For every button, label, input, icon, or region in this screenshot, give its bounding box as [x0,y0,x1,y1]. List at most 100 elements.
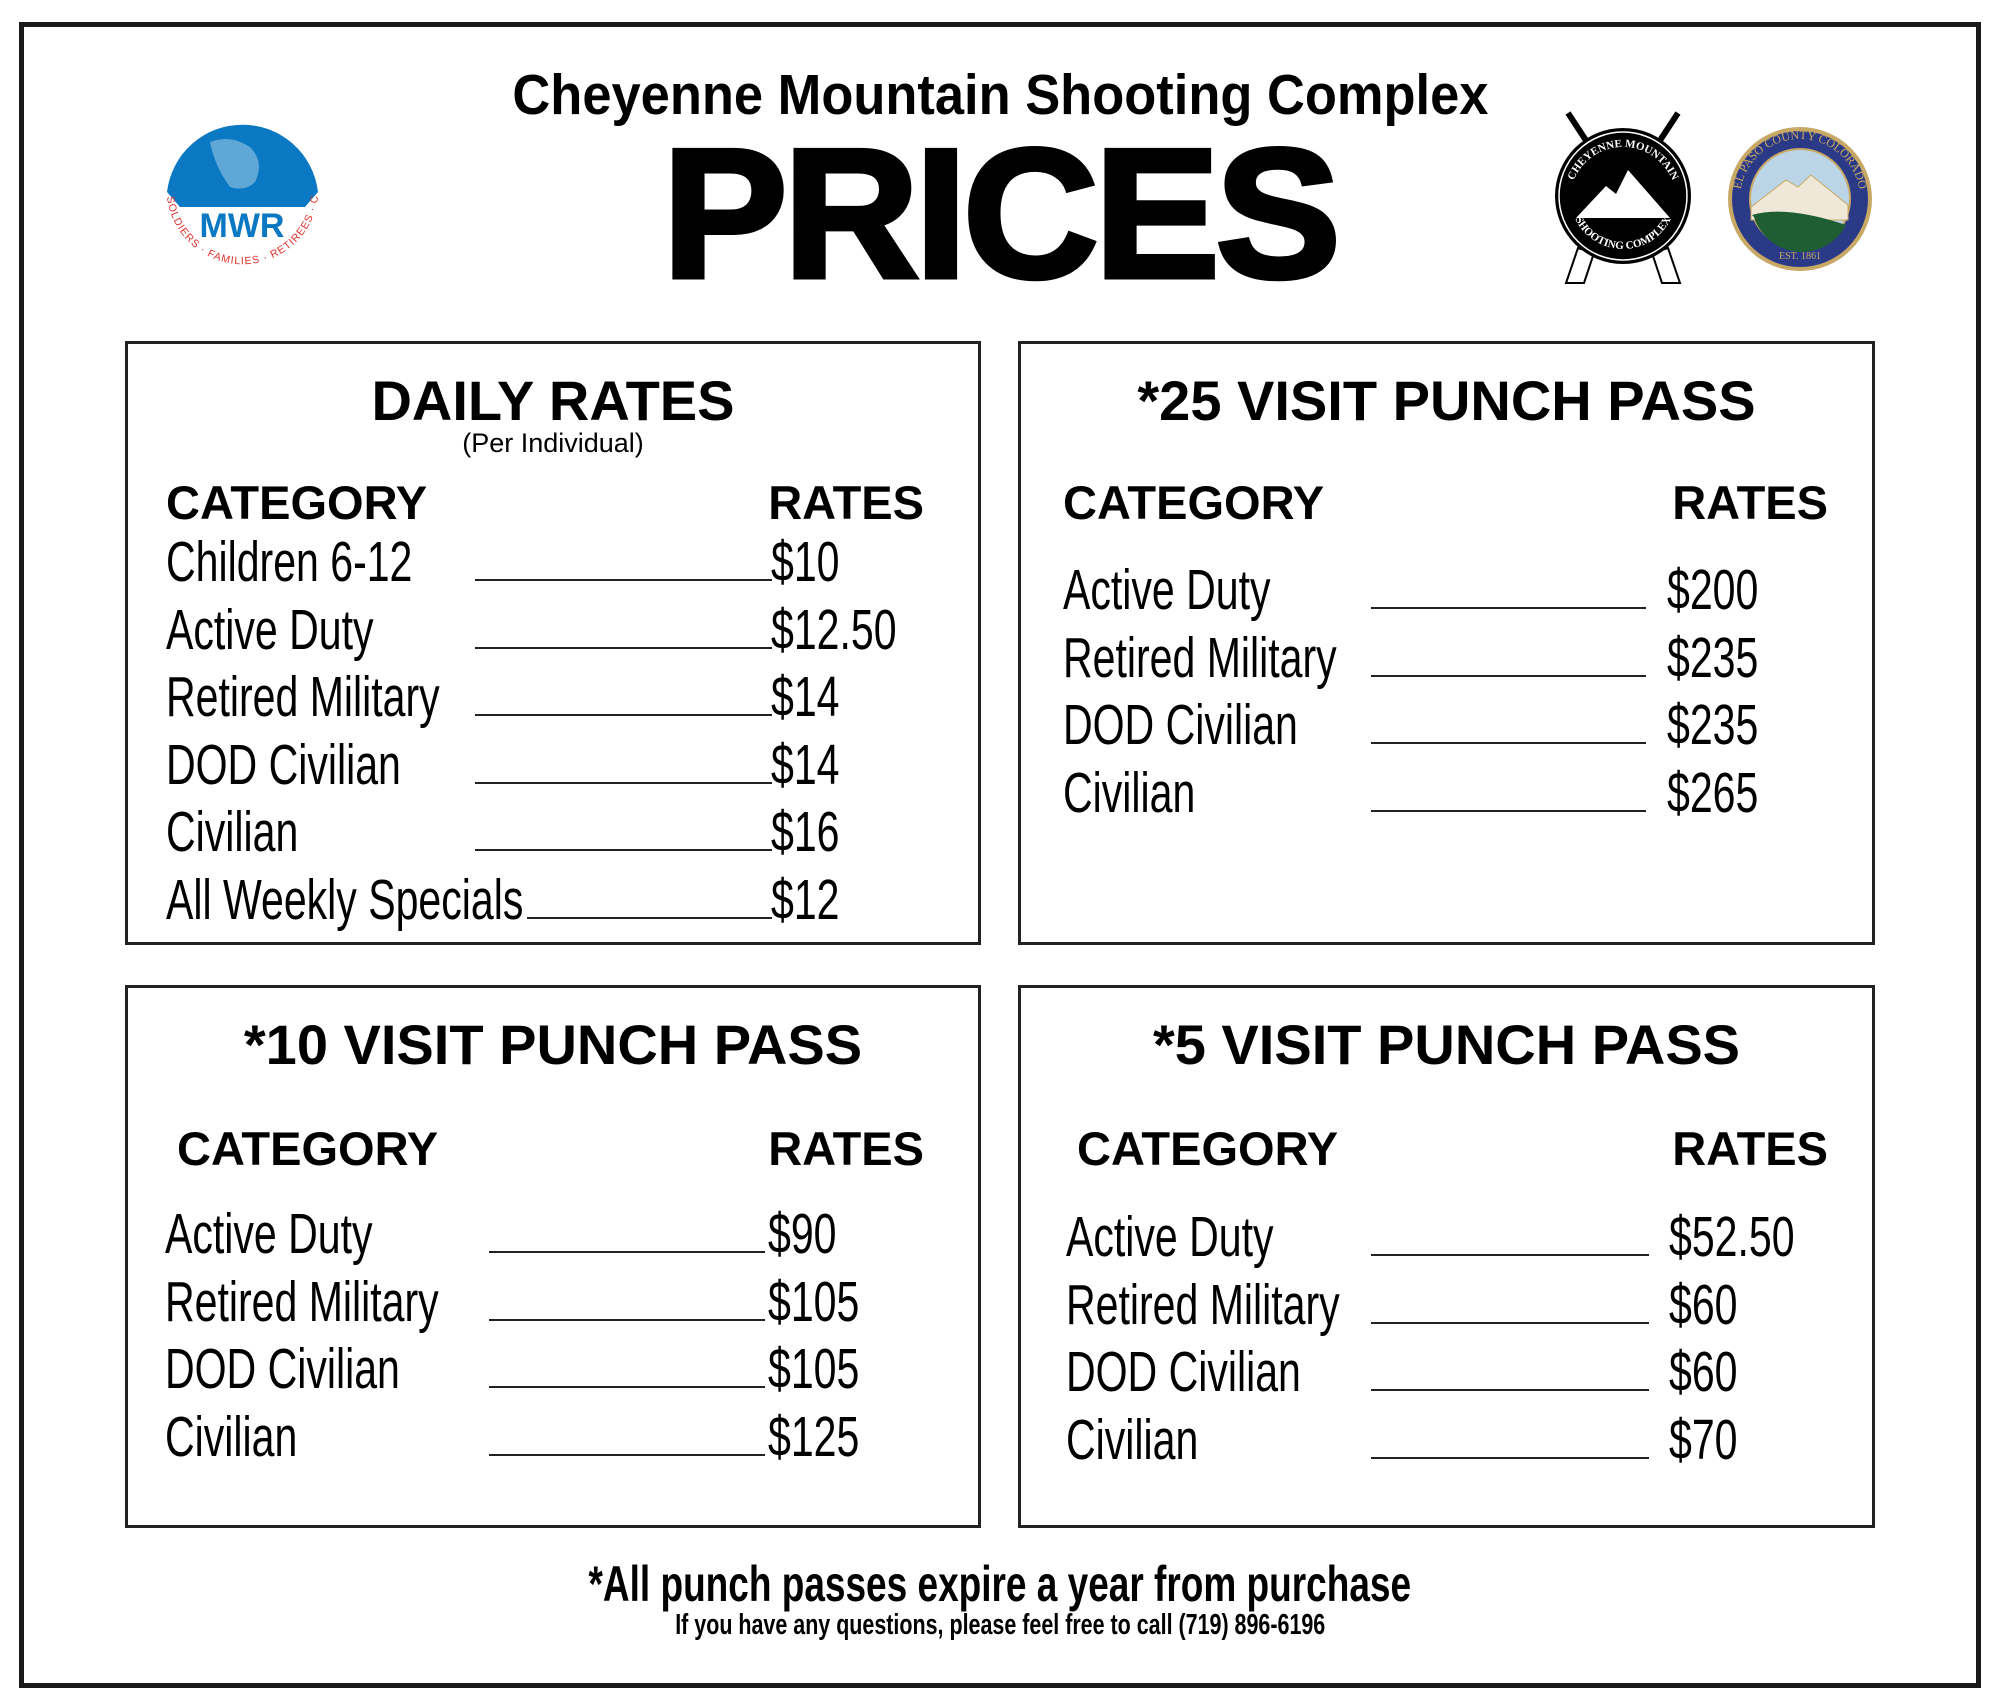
leader-line [1371,674,1646,677]
rate-row: DOD Civilian $14 [128,733,978,797]
leader-line [1371,809,1646,812]
rate-price-text: $14 [771,665,840,730]
pass25-title: *25 VISIT PUNCH PASS [1137,369,1756,432]
rate-row: DOD Civilian $235 [1021,693,1872,757]
rate-price-text: $10 [771,530,840,594]
el-paso-county-seal: EL PASO COUNTY COLORADO EST. 1861 [1728,127,1872,271]
rate-price: $14 [771,665,866,729]
rate-row: Active Duty $90 [128,1202,978,1266]
rate-price-text: $52.50 [1669,1205,1795,1269]
rate-category: Children 6-12 [166,530,508,594]
rate-category: Active Duty [1066,1205,1354,1269]
rate-price: $265 [1667,761,1794,825]
rate-row: DOD Civilian $105 [128,1337,978,1401]
rate-category: Civilian [1063,761,1247,825]
leader-line [1371,1389,1649,1392]
rates-header: RATES [768,476,924,529]
rate-price-text: $235 [1667,693,1759,758]
rate-row: Active Duty $200 [1021,558,1872,622]
rate-category: All Weekly Specials [166,868,662,932]
rate-category: DOD Civilian [1063,693,1389,757]
rate-row: Civilian $125 [128,1405,978,1469]
prices-heading: PRICES [660,110,1343,316]
rate-row: Retired Military $235 [1021,626,1872,690]
leader-line [1371,1254,1649,1256]
rate-price: $70 [1669,1408,1764,1472]
rate-price: $125 [768,1405,895,1469]
leader-line [489,1318,765,1321]
rate-price-text: $14 [771,732,840,797]
army-mwr-logo: U.S. ARMY MWR SOLDIERS · FAMILIES · RETI… [155,112,320,267]
rate-category-text: Civilian [166,800,299,865]
page-border [19,22,1981,1688]
rate-category-text: Children 6-12 [166,530,413,594]
rate-row: Children 6-12 $10 [128,530,978,594]
rate-price-text: $12.50 [771,597,897,662]
rate-price-text: $105 [768,1337,860,1402]
category-header: CATEGORY [1077,1122,1339,1175]
rate-price-text: $125 [768,1404,860,1469]
rate-category-text: DOD Civilian [165,1337,400,1402]
rate-price: $90 [768,1202,863,1266]
rate-price-text: $12 [771,868,840,932]
mwr-name: MWR [200,207,285,245]
rate-category: Retired Military [1063,626,1443,690]
daily-rates-box: DAILY RATES (Per Individual) CATEGORY RATES… [125,341,981,945]
rate-category: DOD Civilian [166,733,492,797]
rate-row: Retired Military $105 [128,1270,978,1334]
rate-price-text: $105 [768,1269,860,1334]
rate-row: Civilian $70 [1021,1408,1872,1472]
rate-price-text: $235 [1667,625,1759,690]
rate-price: $60 [1669,1273,1764,1337]
rate-category-text: All Weekly Specials [166,868,524,932]
rate-price-text: $265 [1667,760,1759,825]
seal-est-text: EST. 1861 [1779,251,1821,262]
rate-price: $235 [1667,693,1794,757]
rate-category: Retired Military [1066,1273,1446,1337]
rate-category: Active Duty [165,1202,453,1266]
pass10-rates-box: *10 VISIT PUNCH PASS CATEGORY RATES Active … [125,985,981,1528]
rate-category-text: Civilian [1063,760,1196,825]
leader-line [475,579,772,581]
rate-category: DOD Civilian [165,1337,491,1401]
rate-category-text: Active Duty [166,597,374,662]
rate-price-text: $16 [771,800,840,865]
rate-category-text: Active Duty [165,1202,373,1266]
rate-price: $12.50 [771,598,945,662]
rate-category: Active Duty [1063,558,1351,622]
rate-price-text: $200 [1667,558,1759,622]
rate-price: $105 [768,1270,895,1334]
rate-category: DOD Civilian [1066,1340,1392,1404]
rate-category: Civilian [166,800,350,864]
mwr-top-text: U.S. ARMY [209,193,275,208]
rate-price-text: $60 [1669,1272,1738,1337]
leader-line [1371,1321,1649,1324]
contact-info: If you have any questions, please feel f… [674,1609,1326,1641]
leader-line [527,917,772,919]
leader-line [489,1251,765,1253]
rate-row: Active Duty $52.50 [1021,1205,1872,1269]
leader-line [475,714,772,717]
category-header: CATEGORY [166,476,428,529]
rate-category-text: DOD Civilian [166,732,401,797]
rate-row: Active Duty $12.50 [128,598,978,662]
pass5-title: *5 VISIT PUNCH PASS [1152,1013,1741,1076]
daily-title: DAILY RATES [371,369,735,432]
rate-row: Retired Military $60 [1021,1273,1872,1337]
rate-price: $235 [1667,626,1794,690]
rate-category: Active Duty [166,598,454,662]
rate-row: Civilian $265 [1021,761,1872,825]
shooting-complex-logo: CHEYENNE MOUNTAIN SHOOTING COMPLEX [1555,111,1691,284]
rate-price: $14 [771,733,866,797]
rate-category-text: Retired Military [1063,625,1337,690]
rate-price-text: $70 [1669,1407,1738,1472]
rate-category: Civilian [1066,1408,1250,1472]
rate-category-text: Retired Military [166,665,440,730]
rate-category: Retired Military [166,665,546,729]
rate-row: Civilian $16 [128,800,978,864]
rate-price: $12 [771,868,866,932]
rate-price: $52.50 [1669,1205,1843,1269]
leader-line [489,1386,765,1389]
daily-subtitle: (Per Individual) [462,428,644,458]
rates-header: RATES [1672,1122,1828,1175]
